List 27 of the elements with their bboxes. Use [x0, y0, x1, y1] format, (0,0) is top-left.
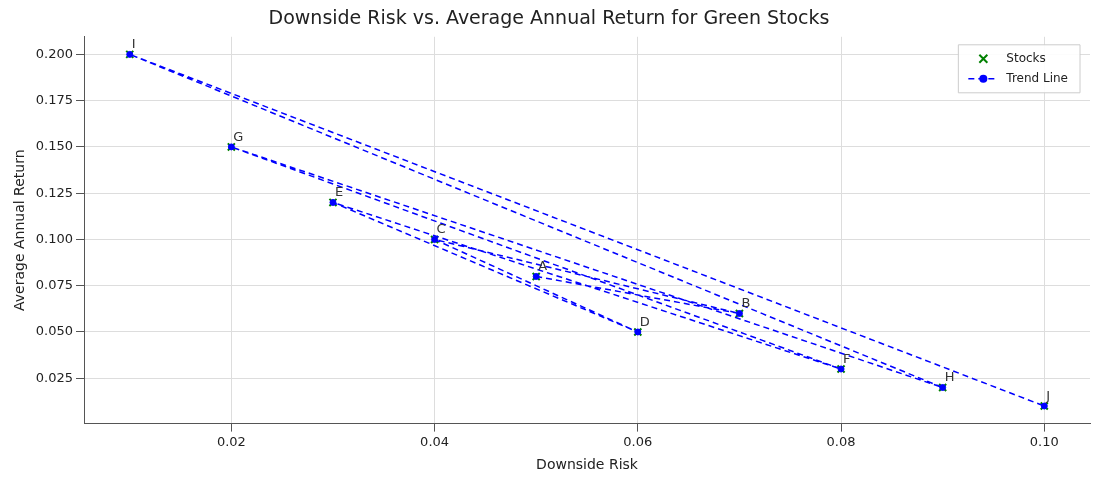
legend-label: Trend Line: [1005, 70, 1069, 85]
y-axis-title: Average Annual Return: [11, 149, 28, 311]
annotation: C: [436, 221, 446, 237]
x-tick-label: 0.02: [216, 433, 246, 449]
y-tick-label: 0.025: [35, 369, 74, 385]
x-tick-label: 0.04: [420, 433, 450, 449]
annotation: G: [233, 128, 244, 144]
y-tick-label: 0.125: [35, 184, 74, 200]
x-axis-title: Downside Risk: [536, 456, 639, 473]
annotation: I: [131, 36, 136, 52]
annotation: E: [334, 184, 344, 200]
y-tick-label: 0.200: [35, 45, 74, 61]
chart-title: Downside Risk vs. Average Annual Return for Green Stocks: [268, 6, 830, 29]
x-tick-label: 0.06: [623, 433, 653, 449]
annotation: F: [843, 350, 851, 366]
legend-label: Stocks: [1006, 50, 1046, 65]
x-tick-label: 0.08: [826, 433, 856, 449]
annotation: D: [639, 313, 650, 329]
y-tick-label: 0.150: [35, 138, 74, 154]
y-tick-label: 0.175: [35, 92, 74, 108]
annotation: H: [944, 369, 955, 385]
y-tick-label: 0.100: [35, 230, 74, 246]
annotation: J: [1045, 387, 1051, 403]
annotation: A: [538, 258, 548, 274]
x-tick-label: 0.10: [1029, 433, 1059, 449]
y-tick-label: 0.075: [35, 277, 74, 293]
y-tick-label: 0.050: [35, 323, 74, 339]
